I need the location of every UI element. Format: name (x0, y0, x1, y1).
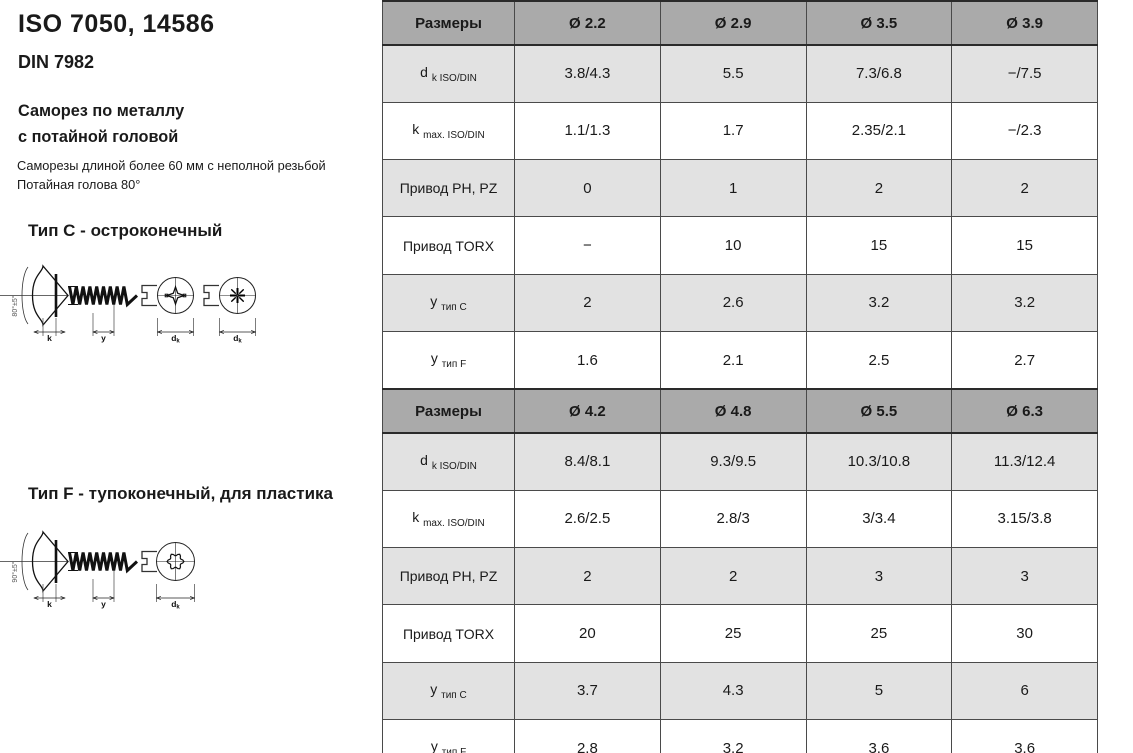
svg-text:90°±5°: 90°±5° (11, 561, 19, 582)
svg-text:k: k (47, 333, 52, 343)
svg-text:k: k (47, 599, 52, 609)
svg-text:y: y (101, 333, 106, 343)
svg-text:dk: dk (171, 333, 180, 345)
svg-text:dk: dk (233, 333, 242, 345)
svg-text:dk: dk (171, 599, 180, 611)
svg-text:80°±5°: 80°±5° (11, 295, 19, 316)
svg-text:y: y (101, 599, 106, 609)
